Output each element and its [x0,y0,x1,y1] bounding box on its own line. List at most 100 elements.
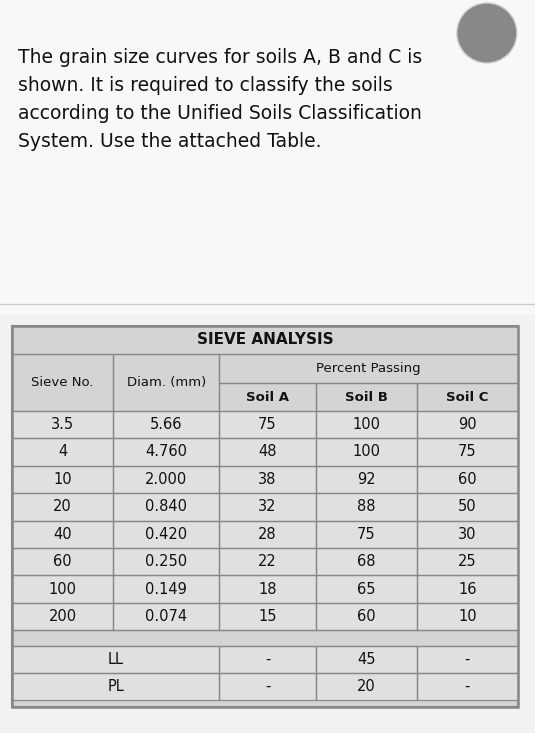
Bar [417,548,518,575]
Bar [417,575,518,603]
Bar [113,410,219,438]
Bar [219,575,316,603]
Bar [113,520,219,548]
Text: Soil B: Soil B [345,391,388,404]
Bar [219,603,316,630]
Bar [316,410,417,438]
Bar [219,548,316,575]
Bar [316,438,417,465]
Text: 0.074: 0.074 [146,609,187,624]
Bar [12,353,113,410]
Bar [219,438,316,465]
Bar [12,493,113,520]
Text: 20: 20 [53,499,72,515]
Text: 200: 200 [49,609,77,624]
Text: Sieve No.: Sieve No. [32,376,94,388]
Bar [219,353,518,383]
Bar [12,326,518,707]
Bar [316,493,417,520]
Bar [316,548,417,575]
Text: 88: 88 [357,499,376,515]
Bar [12,520,113,548]
Bar [219,410,316,438]
Bar [219,673,316,701]
Bar [113,548,219,575]
Bar [113,493,219,520]
Bar [417,603,518,630]
Text: 0.149: 0.149 [146,582,187,597]
Bar [417,410,518,438]
Bar [219,465,316,493]
Text: 4: 4 [58,444,67,460]
Text: 20: 20 [357,679,376,694]
Bar [0,0,535,315]
Bar [12,410,113,438]
Text: 10: 10 [54,472,72,487]
Text: 0.420: 0.420 [146,527,187,542]
Bar [417,493,518,520]
Bar [417,673,518,701]
Bar [316,438,417,465]
Bar [12,673,219,701]
Bar [316,646,417,673]
Text: 15: 15 [258,609,277,624]
Bar [12,673,219,701]
Text: 60: 60 [458,472,477,487]
Bar [12,603,113,630]
Text: 18: 18 [258,582,277,597]
Bar [417,548,518,575]
Text: 65: 65 [357,582,376,597]
Text: 92: 92 [357,472,376,487]
Bar [316,646,417,673]
Text: 3.5: 3.5 [51,417,74,432]
Bar [12,575,113,603]
Text: 30: 30 [458,527,477,542]
Bar [219,520,316,548]
Bar [316,673,417,701]
Bar [219,438,316,465]
Bar [316,520,417,548]
Text: 0.250: 0.250 [146,554,187,570]
Bar [113,465,219,493]
Bar [219,603,316,630]
Text: 28: 28 [258,527,277,542]
Text: LL: LL [108,652,124,667]
Bar [417,520,518,548]
Bar [219,383,316,410]
Text: 50: 50 [458,499,477,515]
Bar [219,520,316,548]
Bar [316,603,417,630]
Bar [417,603,518,630]
Bar [316,383,417,410]
Text: 100: 100 [352,444,380,460]
Bar [316,548,417,575]
Text: 100: 100 [352,417,380,432]
Bar [417,575,518,603]
Text: Diam. (mm): Diam. (mm) [127,376,206,388]
Text: 75: 75 [357,527,376,542]
Circle shape [457,3,517,63]
Text: 68: 68 [357,554,376,570]
Bar [12,326,518,353]
Bar [113,438,219,465]
Bar [219,493,316,520]
Bar [316,603,417,630]
Bar [417,383,518,410]
Bar [316,673,417,701]
Bar [219,410,316,438]
Bar [316,575,417,603]
Bar [12,646,219,673]
Bar [219,383,316,410]
Bar [12,353,113,410]
Bar [113,575,219,603]
Bar [12,465,113,493]
Bar [219,646,316,673]
Text: 0.840: 0.840 [146,499,187,515]
Bar [219,646,316,673]
Text: 45: 45 [357,652,376,667]
Bar [12,326,518,353]
Text: -: - [265,652,270,667]
Bar [316,520,417,548]
Bar [12,465,113,493]
Bar [113,548,219,575]
